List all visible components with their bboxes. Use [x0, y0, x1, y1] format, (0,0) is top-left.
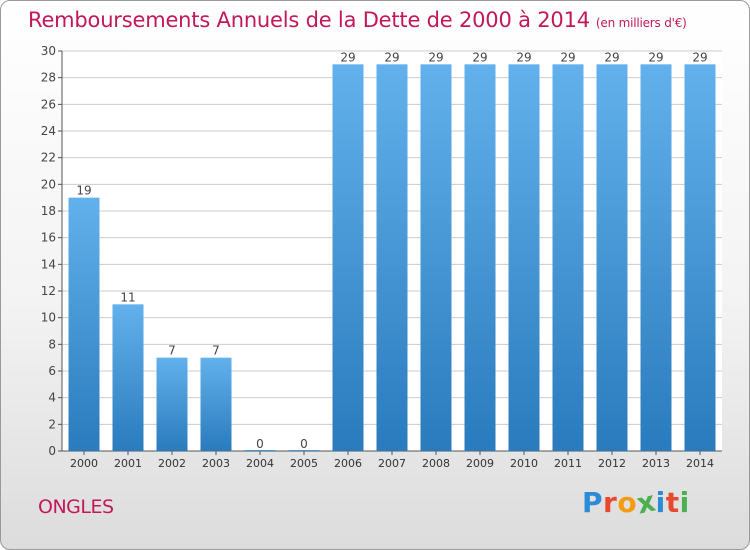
x-tick-label: 2002 [158, 457, 186, 470]
bar [200, 357, 232, 451]
x-tick-label: 2000 [70, 457, 98, 470]
x-tick-label: 2013 [642, 457, 670, 470]
data-label: 29 [340, 50, 355, 64]
x-tick-label: 2010 [510, 457, 538, 470]
x-tick-label: 2003 [202, 457, 230, 470]
data-label: 29 [428, 50, 443, 64]
y-tick-label: 0 [48, 444, 56, 458]
bar [332, 64, 364, 452]
title-unit: (en milliers d'€) [595, 16, 687, 30]
y-tick-label: 20 [41, 177, 56, 191]
x-tick-label: 2004 [246, 457, 274, 470]
y-tick-label: 28 [41, 71, 56, 85]
title-text: Remboursements Annuels de la Dette de 20… [28, 8, 590, 32]
data-label: 29 [516, 50, 531, 64]
bar [640, 64, 672, 452]
y-tick-label: 18 [41, 204, 56, 218]
bar [156, 357, 188, 451]
y-tick-label: 8 [48, 337, 56, 351]
data-label: 29 [384, 50, 399, 64]
y-tick-label: 16 [41, 231, 56, 245]
x-tick-label: 2006 [334, 457, 362, 470]
y-tick-label: 24 [41, 124, 56, 138]
chart-title: Remboursements Annuels de la Dette de 20… [28, 8, 687, 32]
x-tick-label: 2009 [466, 457, 494, 470]
y-tick-label: 26 [41, 97, 56, 111]
data-label: 0 [256, 437, 264, 451]
data-label: 19 [76, 184, 91, 198]
x-tick-label: 2014 [686, 457, 714, 470]
y-tick-label: 12 [41, 284, 56, 298]
bar [552, 64, 584, 452]
x-tick-label: 2001 [114, 457, 142, 470]
bar [684, 64, 716, 452]
bar [112, 304, 144, 451]
x-tick-label: 2012 [598, 457, 626, 470]
y-tick-label: 30 [41, 44, 56, 58]
data-label: 11 [120, 290, 135, 304]
bar [68, 197, 100, 451]
data-label: 7 [168, 344, 176, 358]
data-label: 29 [560, 50, 575, 64]
data-label: 29 [472, 50, 487, 64]
bar [288, 450, 320, 451]
proxiti-logo: Proxiti [582, 484, 690, 521]
bar [420, 64, 452, 452]
y-tick-label: 14 [41, 257, 56, 271]
bar [244, 450, 276, 451]
x-tick-label: 2007 [378, 457, 406, 470]
x-tick-label: 2011 [554, 457, 582, 470]
y-tick-label: 6 [48, 364, 56, 378]
data-label: 0 [300, 437, 308, 451]
bar [596, 64, 628, 452]
data-label: 29 [648, 50, 663, 64]
bar [376, 64, 408, 452]
bar [464, 64, 496, 452]
data-label: 29 [692, 50, 707, 64]
x-tick-label: 2008 [422, 457, 450, 470]
x-tick-label: 2005 [290, 457, 318, 470]
data-label: 29 [604, 50, 619, 64]
bar [508, 64, 540, 452]
y-tick-label: 2 [48, 417, 56, 431]
y-tick-label: 10 [41, 311, 56, 325]
town-name: ONGLES [38, 496, 114, 518]
y-tick-label: 4 [48, 391, 56, 405]
data-label: 7 [212, 344, 220, 358]
y-tick-label: 22 [41, 151, 56, 165]
